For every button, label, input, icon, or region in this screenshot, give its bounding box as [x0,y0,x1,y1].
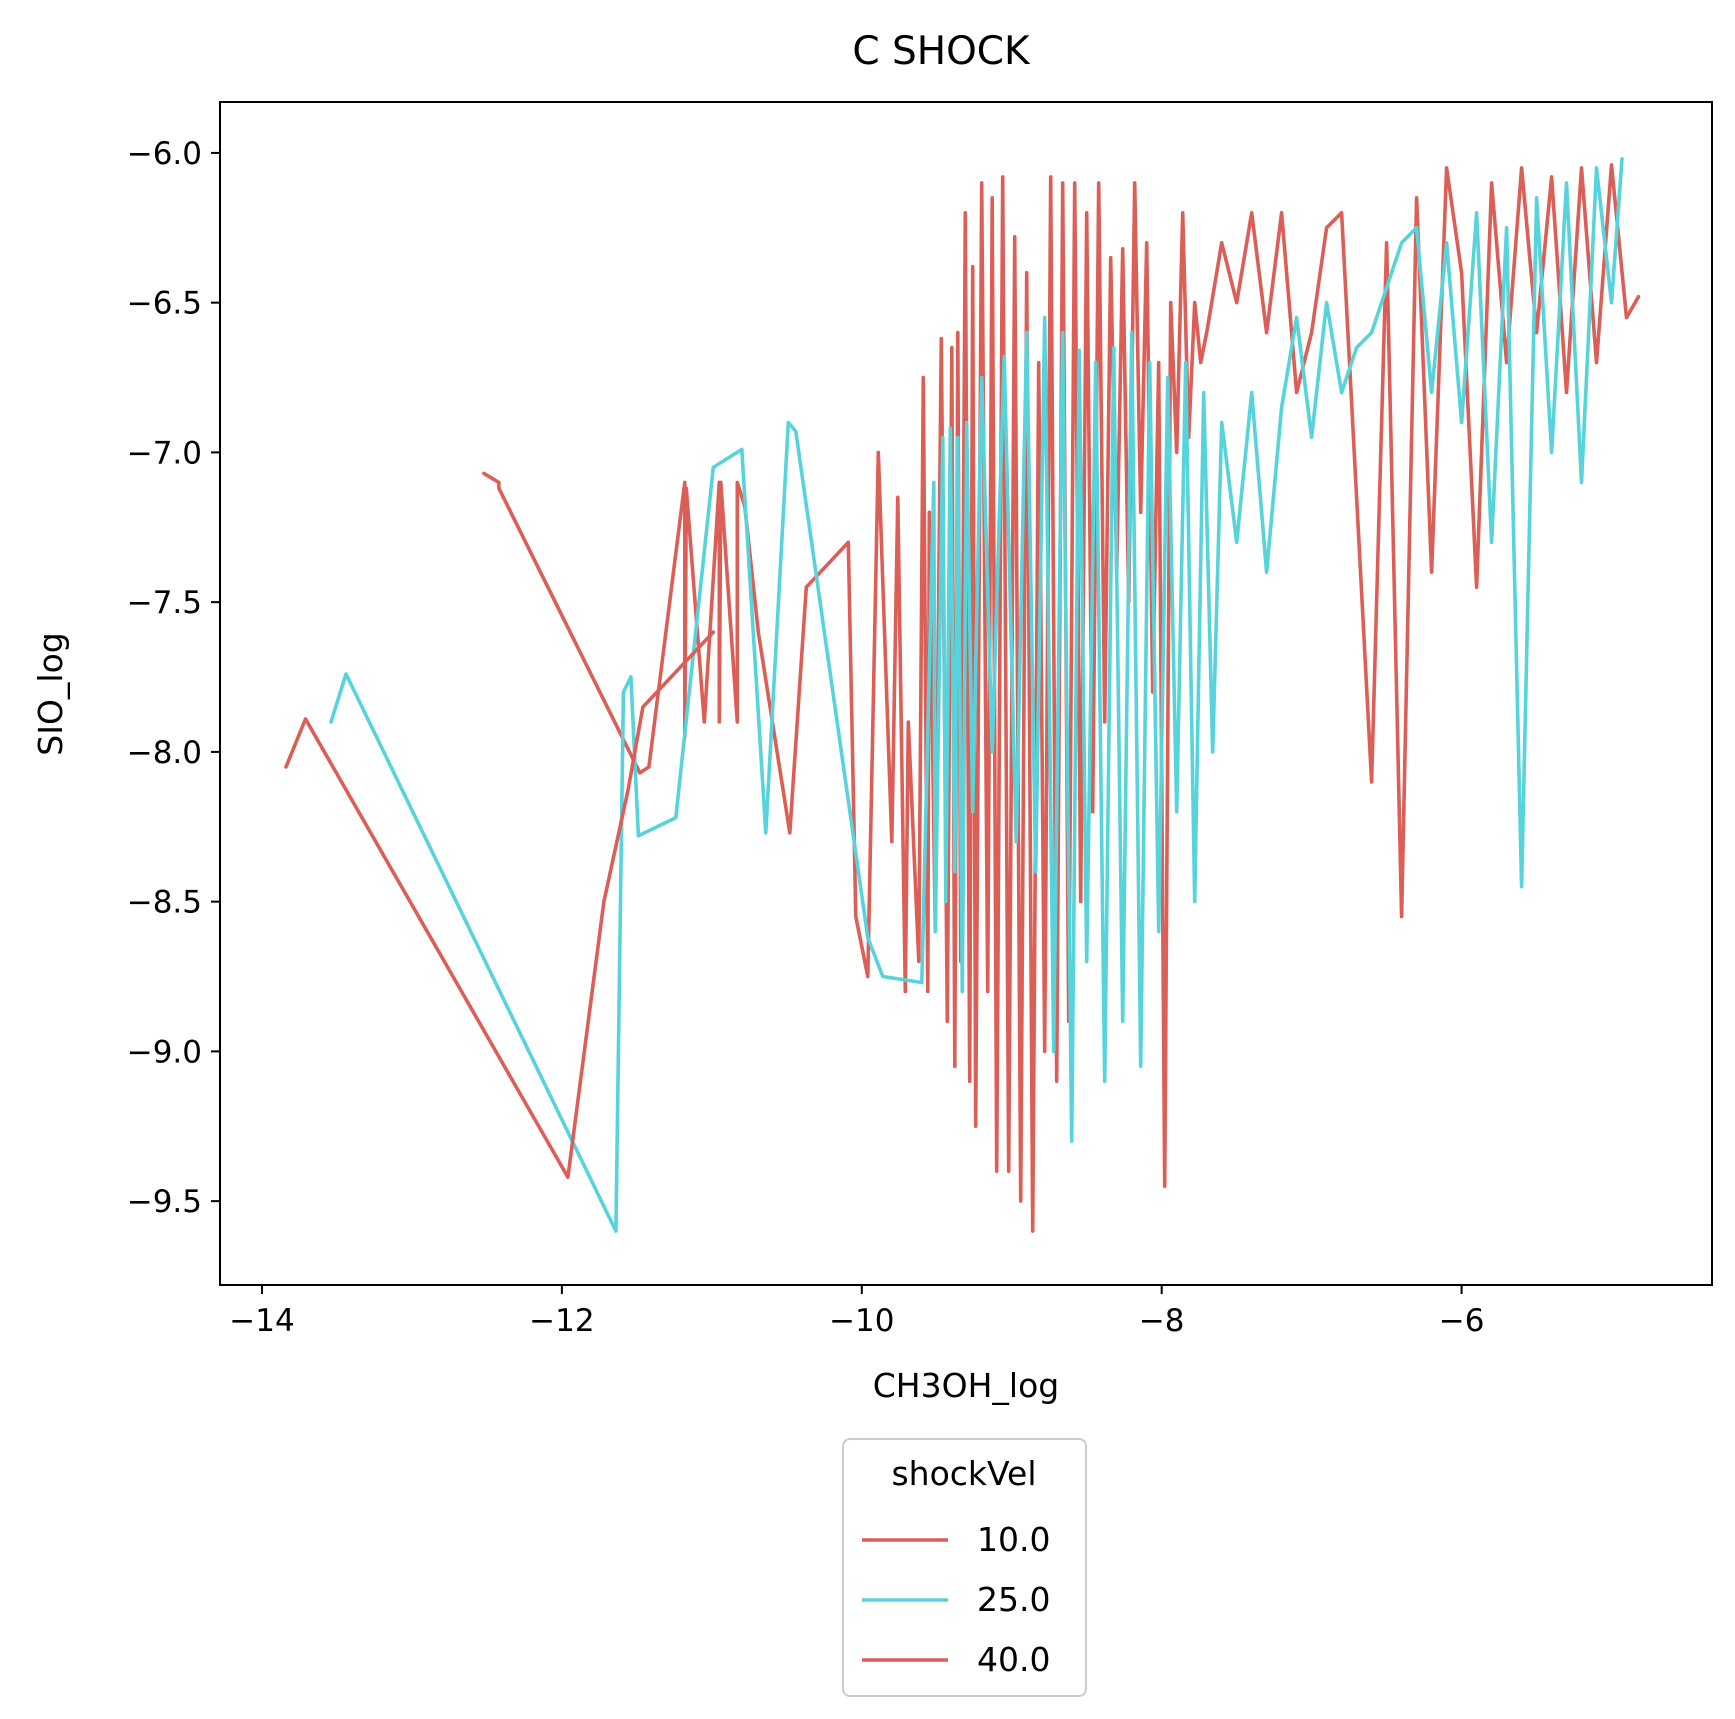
y-tick-label: −6.0 [127,136,202,172]
x-tick-label: −10 [829,1303,894,1339]
chart-title: C SHOCK [852,29,1031,74]
series-line-25-0 [329,157,1624,1233]
legend-label: 10.0 [977,1520,1050,1559]
y-tick-label: −7.5 [127,585,202,621]
y-tick-label: −9.5 [127,1184,202,1220]
x-tick-label: −8 [1139,1303,1185,1339]
series-line-40-0 [284,630,716,1179]
x-axis: −14 −12 −10 −8 −6 [229,1285,1484,1339]
legend-label: 25.0 [977,1580,1050,1619]
y-axis: −6.0 −6.5 −7.0 −7.5 −8.0 −8.5 −9.0 −9.5 [127,136,220,1220]
y-tick-label: −9.0 [127,1034,202,1070]
y-tick-label: −8.5 [127,885,202,921]
series-layer [284,157,1641,1233]
x-tick-label: −12 [529,1303,594,1339]
y-tick-label: −6.5 [127,286,202,322]
legend: shockVel 10.0 25.0 40.0 [842,1438,1087,1697]
legend-label: 40.0 [977,1640,1050,1679]
legend-box [842,1438,1087,1697]
legend-title: shockVel [891,1454,1036,1493]
y-tick-label: −7.0 [127,435,202,471]
x-axis-label: CH3OH_log [873,1366,1059,1405]
y-axis-label: SIO_log [31,632,70,755]
x-tick-label: −6 [1439,1303,1485,1339]
series-line-10-0 [482,163,1641,1233]
y-tick-label: −8.0 [127,735,202,771]
plot-frame [219,101,1713,1286]
x-tick-label: −14 [229,1303,294,1339]
legend-entries: 10.0 25.0 40.0 [862,1520,1050,1679]
